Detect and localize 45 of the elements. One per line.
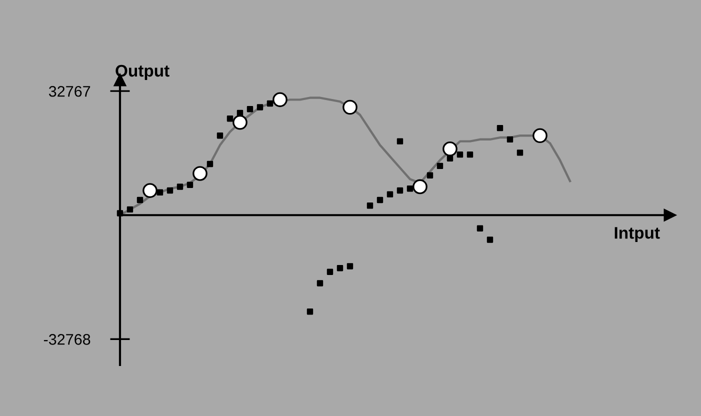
point: [116, 210, 124, 216]
point: [272, 92, 288, 108]
point: [206, 160, 214, 168]
point: [486, 236, 494, 243]
point: [326, 268, 334, 275]
point: [226, 116, 234, 122]
point: [232, 114, 248, 130]
point: [436, 162, 444, 170]
x-axis-title: Intput: [614, 227, 660, 242]
point: [496, 124, 504, 132]
point: [406, 186, 414, 192]
point: [456, 151, 464, 158]
point: [396, 138, 404, 144]
y-tick-label: -32768: [44, 334, 90, 345]
point: [342, 100, 358, 115]
point: [192, 166, 208, 181]
point: [186, 182, 194, 188]
point: [256, 104, 264, 110]
point: [476, 225, 484, 232]
point: [466, 151, 474, 158]
point: [142, 183, 158, 198]
point: [156, 189, 164, 196]
point: [412, 179, 428, 194]
point: [126, 206, 134, 213]
point: [516, 150, 524, 156]
point: [216, 132, 224, 139]
point: [386, 191, 394, 198]
point: [532, 128, 548, 144]
point: [426, 172, 434, 178]
point: [166, 187, 174, 194]
point: [396, 187, 404, 194]
point: [266, 100, 274, 107]
point: [336, 265, 344, 272]
point: [306, 308, 314, 315]
point: [442, 141, 458, 156]
y-axis-title: Output: [116, 64, 170, 80]
point: [506, 136, 514, 143]
point: [376, 196, 384, 204]
point: [176, 184, 184, 190]
point: [136, 196, 144, 204]
y-tick-label: 32767: [48, 86, 90, 97]
point: [366, 202, 374, 209]
point: [246, 106, 254, 112]
point: [346, 263, 354, 270]
point: [316, 280, 324, 286]
